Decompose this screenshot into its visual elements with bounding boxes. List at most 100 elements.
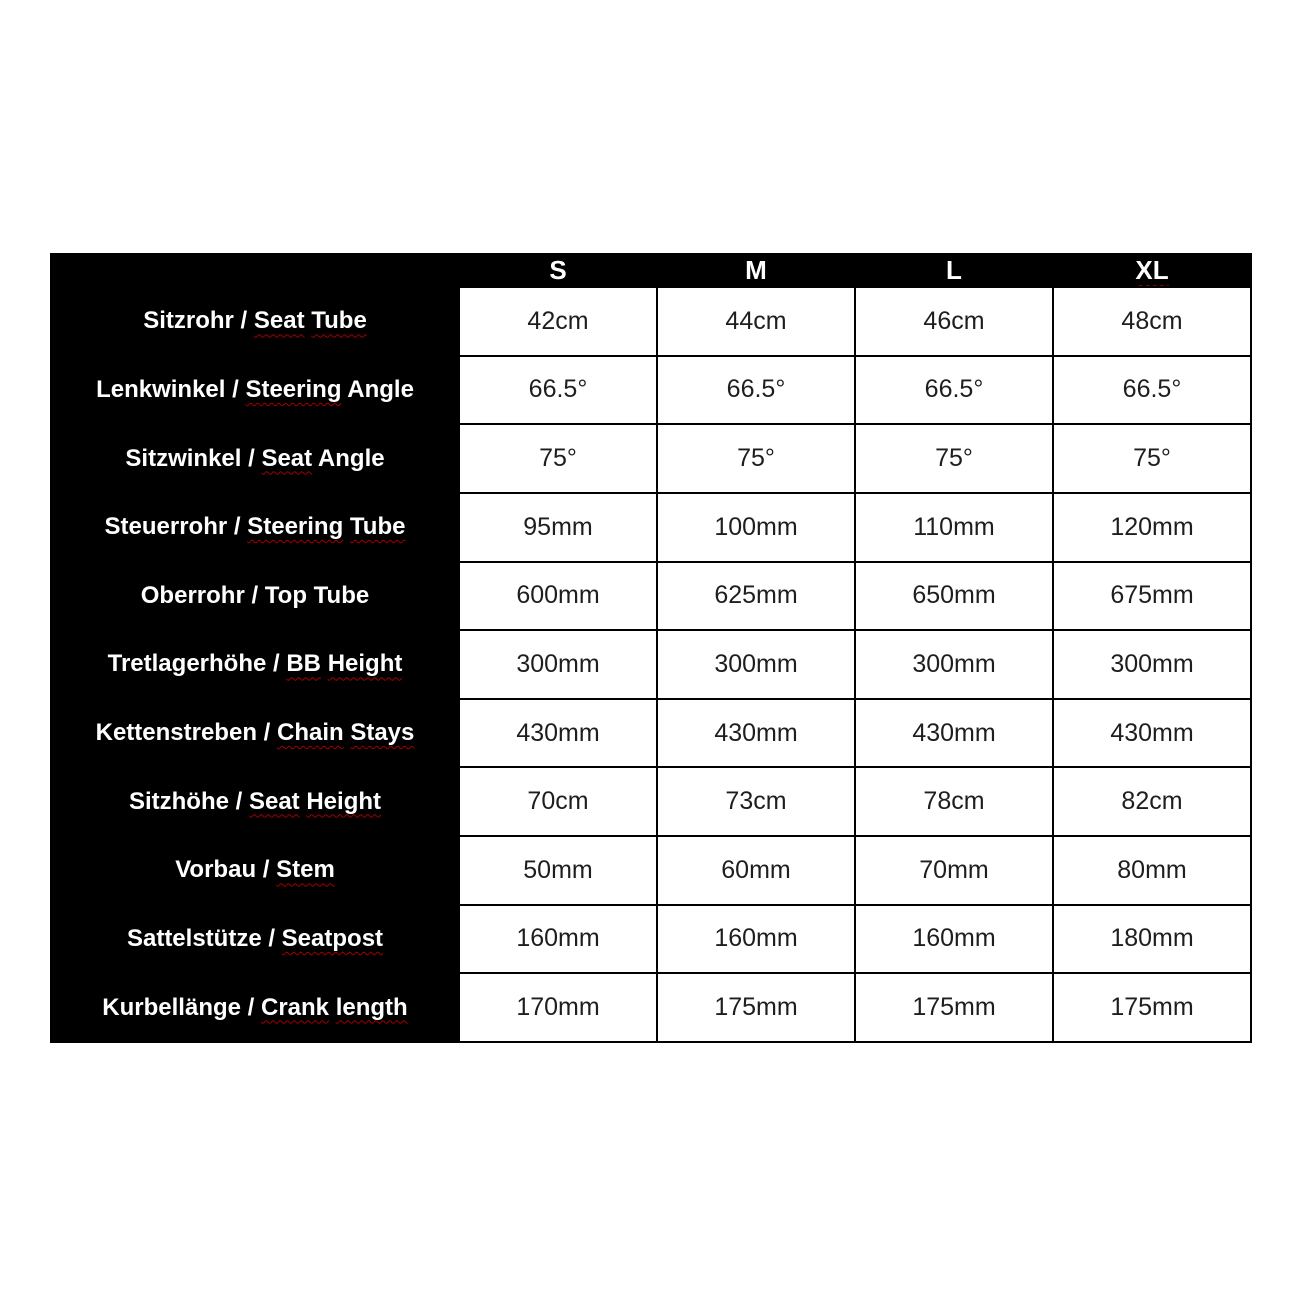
spec-value-cell: 300mm [458, 629, 658, 700]
spec-value-cell: 300mm [854, 629, 1054, 700]
corner-cell [50, 253, 460, 288]
geometry-table-container: S M L XL Sitzrohr / Seat Tube 42cm 44cm 46cm 48… [50, 253, 1252, 1043]
spec-row-label-en-word: Height [306, 787, 382, 815]
spec-value-cell: 170mm [458, 972, 658, 1043]
spec-value-cell: 430mm [1052, 697, 1252, 769]
spec-row-label: Tretlagerhöhe / BB Height [50, 629, 460, 700]
spec-row-label-en-word: Tube [311, 307, 367, 335]
table-row: Sattelstütze / Seatpost 160mm 160mm 160mm 18… [50, 903, 1252, 975]
table-row: Tretlagerhöhe / BB Height 300mm 300mm 300mm… [50, 629, 1252, 700]
spec-row-label: Kettenstreben / Chain Stays [50, 697, 460, 769]
spec-value-cell: 160mm [656, 903, 856, 975]
spec-value-cell: 46cm [854, 286, 1054, 357]
size-column-label: M [745, 255, 767, 285]
table-body: Sitzrohr / Seat Tube 42cm 44cm 46cm 48cm Lenk… [50, 286, 1252, 1043]
spec-value-cell: 75° [1052, 423, 1252, 494]
spec-value-cell: 650mm [854, 560, 1054, 632]
spec-value-cell: 66.5° [458, 354, 658, 426]
spec-value-cell: 60mm [656, 835, 856, 906]
size-column-label: L [946, 255, 962, 285]
spec-value-cell: 175mm [656, 972, 856, 1043]
spec-value-cell: 100mm [656, 491, 856, 563]
spec-value-cell: 42cm [458, 286, 658, 357]
table-row: Sitzhöhe / Seat Height 70cm 73cm 78cm 82cm [50, 766, 1252, 837]
table-row: Steuerrohr / Steering Tube 95mm 100mm 110mm… [50, 491, 1252, 563]
geometry-spec-table: S M L XL Sitzrohr / Seat Tube 42cm 44cm 46cm 48… [50, 253, 1252, 1043]
spec-value-cell: 70mm [854, 835, 1054, 906]
size-header-row: S M L XL [50, 253, 1252, 288]
spec-row-label: Kurbellänge / Crank length [50, 972, 460, 1043]
spec-value-cell: 180mm [1052, 903, 1252, 975]
spec-row-label-en-word: Seat [261, 444, 313, 472]
spec-row-label-en-word: Seat [248, 787, 300, 815]
spec-row-label: Sattelstütze / Seatpost [50, 903, 460, 975]
spec-row-label-en-word: Crank [261, 993, 330, 1021]
spec-value-cell: 160mm [458, 903, 658, 975]
spec-row-label-en-word: Tube [313, 581, 370, 609]
spec-value-cell: 430mm [854, 697, 1054, 769]
spec-row-label: Steuerrohr / Steering Tube [50, 491, 460, 563]
spec-row-label-en-word: Top [264, 581, 307, 609]
table-row: Lenkwinkel / Steering Angle 66.5° 66.5° 66.… [50, 354, 1252, 426]
spec-row-label-en-word: Seatpost [281, 924, 384, 952]
spec-value-cell: 66.5° [656, 354, 856, 426]
spec-value-cell: 70cm [458, 766, 658, 837]
spec-value-cell: 175mm [854, 972, 1054, 1043]
spec-value-cell: 430mm [458, 697, 658, 769]
spec-value-cell: 75° [458, 423, 658, 494]
size-column-header-l: L [854, 253, 1054, 288]
spec-row-label-en-word: Tube [349, 513, 406, 541]
spec-value-cell: 82cm [1052, 766, 1252, 837]
spec-value-cell: 160mm [854, 903, 1054, 975]
spec-value-cell: 600mm [458, 560, 658, 632]
table-row: Sitzwinkel / Seat Angle 75° 75° 75° 75° [50, 423, 1252, 494]
spec-row-label: Vorbau / Stem [50, 835, 460, 906]
table-header: S M L XL [50, 253, 1252, 288]
spec-row-label-en-word: Angle [317, 444, 385, 472]
spec-row-label-en-word: Chain [276, 719, 344, 747]
spec-row-label-en-word: Stays [350, 719, 415, 747]
spec-value-cell: 48cm [1052, 286, 1252, 357]
spec-value-cell: 300mm [656, 629, 856, 700]
table-row: Oberrohr / Top Tube 600mm 625mm 650mm 675mm [50, 560, 1252, 632]
size-column-label: XL [1135, 255, 1169, 285]
spec-row-label: Lenkwinkel / Steering Angle [50, 354, 460, 426]
spec-value-cell: 78cm [854, 766, 1054, 837]
table-row: Kurbellänge / Crank length 170mm 175mm 175m… [50, 972, 1252, 1043]
spec-value-cell: 80mm [1052, 835, 1252, 906]
table-row: Vorbau / Stem 50mm 60mm 70mm 80mm [50, 835, 1252, 906]
size-column-header-xl: XL [1052, 253, 1252, 288]
spec-value-cell: 66.5° [1052, 354, 1252, 426]
spec-value-cell: 95mm [458, 491, 658, 563]
size-column-label: S [549, 255, 567, 285]
spec-row-label-en-word: BB [286, 650, 322, 678]
spec-row-label-en-word: Steering [247, 513, 344, 541]
spec-value-cell: 75° [656, 423, 856, 494]
spec-row-label-en-word: Angle [347, 375, 414, 403]
spec-row-label: Sitzhöhe / Seat Height [50, 766, 460, 837]
spec-value-cell: 430mm [656, 697, 856, 769]
spec-value-cell: 66.5° [854, 354, 1054, 426]
table-row: Kettenstreben / Chain Stays 430mm 430mm 430… [50, 697, 1252, 769]
spec-row-label-en-word: Steering [245, 375, 342, 403]
spec-row-label: Sitzwinkel / Seat Angle [50, 423, 460, 494]
size-column-header-m: M [656, 253, 856, 288]
spec-value-cell: 50mm [458, 835, 658, 906]
spec-value-cell: 675mm [1052, 560, 1252, 632]
spec-row-label-en-word: length [335, 993, 408, 1021]
spec-row-label: Sitzrohr / Seat Tube [50, 286, 460, 357]
size-column-header-s: S [458, 253, 658, 288]
spec-value-cell: 120mm [1052, 491, 1252, 563]
spec-row-label-en-word: Stem [276, 856, 335, 884]
spec-value-cell: 300mm [1052, 629, 1252, 700]
spec-value-cell: 110mm [854, 491, 1054, 563]
spec-value-cell: 75° [854, 423, 1054, 494]
spec-value-cell: 44cm [656, 286, 856, 357]
spec-value-cell: 73cm [656, 766, 856, 837]
spec-row-label-en-word: Seat [253, 307, 305, 335]
spec-row-label: Oberrohr / Top Tube [50, 560, 460, 632]
spec-value-cell: 625mm [656, 560, 856, 632]
spec-value-cell: 175mm [1052, 972, 1252, 1043]
table-row: Sitzrohr / Seat Tube 42cm 44cm 46cm 48cm [50, 286, 1252, 357]
